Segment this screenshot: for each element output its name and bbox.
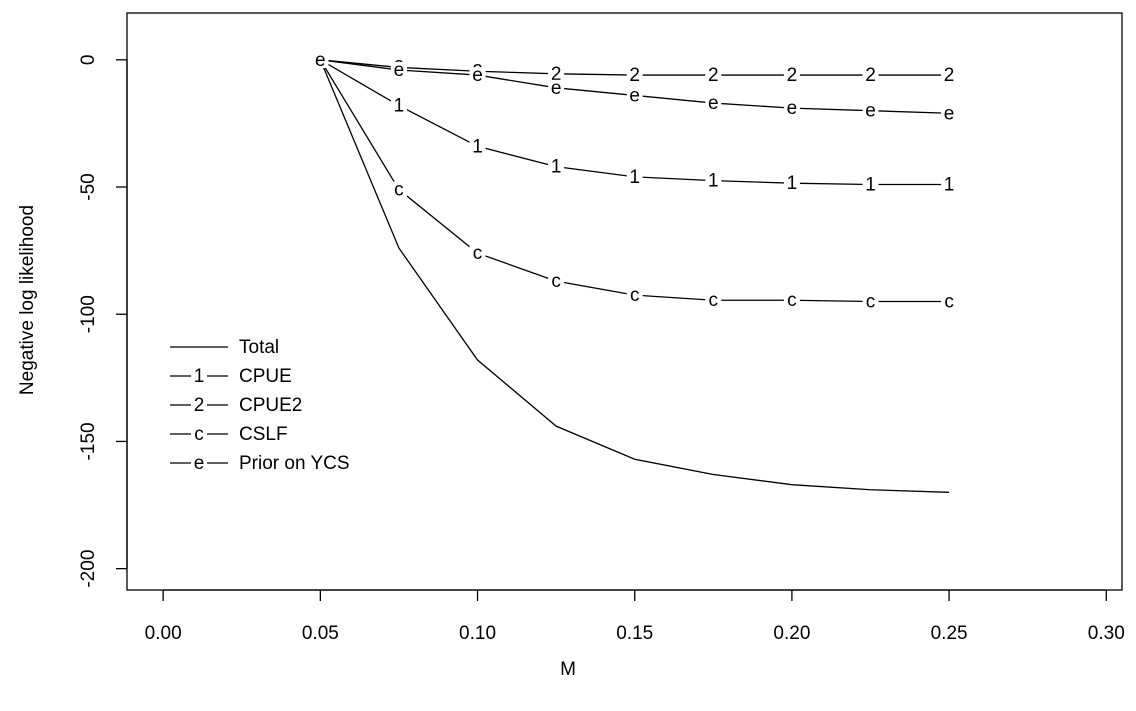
y-tick-label: 0	[78, 55, 99, 66]
point-symbol: 1	[865, 174, 876, 195]
y-tick-label: -150	[78, 422, 99, 460]
symbol-gap	[469, 67, 486, 84]
point-symbol: 2	[629, 65, 640, 86]
symbol-gap	[390, 181, 407, 198]
legend-label: CPUE2	[239, 395, 302, 416]
symbol-gap	[191, 455, 207, 471]
y-axis-label: Negative log likelihood	[17, 205, 38, 395]
point-symbol: c	[944, 292, 954, 313]
point-symbol: e	[472, 65, 483, 86]
symbol-gap	[862, 102, 879, 119]
point-symbol: 2	[551, 64, 562, 85]
plot-frame	[126, 12, 1123, 591]
point-symbol: e	[787, 98, 798, 119]
point-symbol: c	[787, 290, 797, 311]
symbol-gap	[941, 105, 958, 122]
x-tick-label: 0.00	[145, 623, 182, 644]
symbol-gap	[705, 172, 722, 189]
point-symbol: 2	[708, 65, 719, 86]
legend-symbol: 1	[194, 366, 205, 387]
symbol-gap	[862, 176, 879, 193]
point-symbol: e	[865, 101, 876, 122]
symbol-gap	[548, 158, 565, 175]
point-symbol: c	[551, 271, 561, 292]
symbol-gap	[783, 67, 800, 84]
point-symbol: e	[944, 103, 955, 124]
point-symbol: 2	[865, 65, 876, 86]
symbol-gap	[548, 79, 565, 96]
symbol-gap	[941, 176, 958, 193]
point-symbol: 2	[944, 65, 955, 86]
symbol-gap	[783, 175, 800, 192]
symbol-gap	[548, 65, 565, 82]
x-tick-label: 0.25	[931, 623, 968, 644]
x-axis-label: M	[560, 659, 576, 680]
x-tick-label: 0.15	[616, 623, 653, 644]
point-symbol: c	[630, 285, 640, 306]
symbol-gap	[626, 168, 643, 185]
point-symbol: 1	[551, 157, 562, 178]
y-tick-label: -100	[78, 295, 99, 333]
x-tick-label: 0.10	[459, 623, 496, 644]
y-tick-label: -50	[78, 173, 99, 200]
symbol-gap	[312, 51, 329, 68]
point-symbol: 1	[787, 173, 798, 194]
point-symbol: 1	[472, 136, 483, 157]
legend-label: CSLF	[239, 424, 288, 445]
point-symbol: c	[394, 180, 404, 201]
symbol-gap	[191, 368, 207, 384]
legend-symbol: 2	[194, 395, 205, 416]
legend-symbol: e	[194, 453, 205, 474]
point-symbol: 1	[708, 171, 719, 192]
symbol-gap	[191, 426, 207, 442]
y-tick-label: -200	[78, 550, 99, 588]
x-tick-label: 0.20	[773, 623, 810, 644]
x-tick-label: 0.30	[1088, 623, 1125, 644]
x-tick-label: 0.05	[302, 623, 339, 644]
symbol-gap	[941, 67, 958, 84]
point-symbol: e	[394, 60, 405, 81]
symbol-gap	[390, 61, 407, 78]
point-symbol: c	[473, 243, 483, 264]
symbol-gap	[862, 293, 879, 310]
symbol-gap	[469, 138, 486, 155]
symbol-gap	[941, 293, 958, 310]
point-symbol: e	[551, 78, 562, 99]
symbol-gap	[626, 67, 643, 84]
symbol-gap	[705, 67, 722, 84]
point-symbol: 1	[629, 167, 640, 188]
symbol-gap	[705, 292, 722, 309]
point-symbol: e	[708, 93, 719, 114]
symbol-gap	[390, 97, 407, 114]
symbol-gap	[469, 245, 486, 262]
point-symbol: 2	[787, 65, 798, 86]
point-symbol: e	[629, 85, 640, 106]
legend-label: Total	[239, 337, 279, 358]
legend-label: Prior on YCS	[239, 453, 350, 474]
point-symbol: 1	[394, 96, 405, 117]
symbol-gap	[626, 287, 643, 304]
point-symbol: e	[315, 50, 326, 71]
symbol-gap	[705, 95, 722, 112]
legend-symbol: c	[194, 424, 204, 445]
point-symbol: c	[709, 290, 719, 311]
symbol-gap	[783, 292, 800, 309]
legend-label: CPUE	[239, 366, 292, 387]
symbol-gap	[191, 397, 207, 413]
symbol-gap	[783, 100, 800, 117]
series-line	[319, 59, 950, 493]
point-symbol: 1	[944, 174, 955, 195]
symbol-gap	[626, 87, 643, 104]
point-symbol: c	[866, 292, 876, 313]
symbol-gap	[862, 67, 879, 84]
symbol-gap	[548, 273, 565, 290]
